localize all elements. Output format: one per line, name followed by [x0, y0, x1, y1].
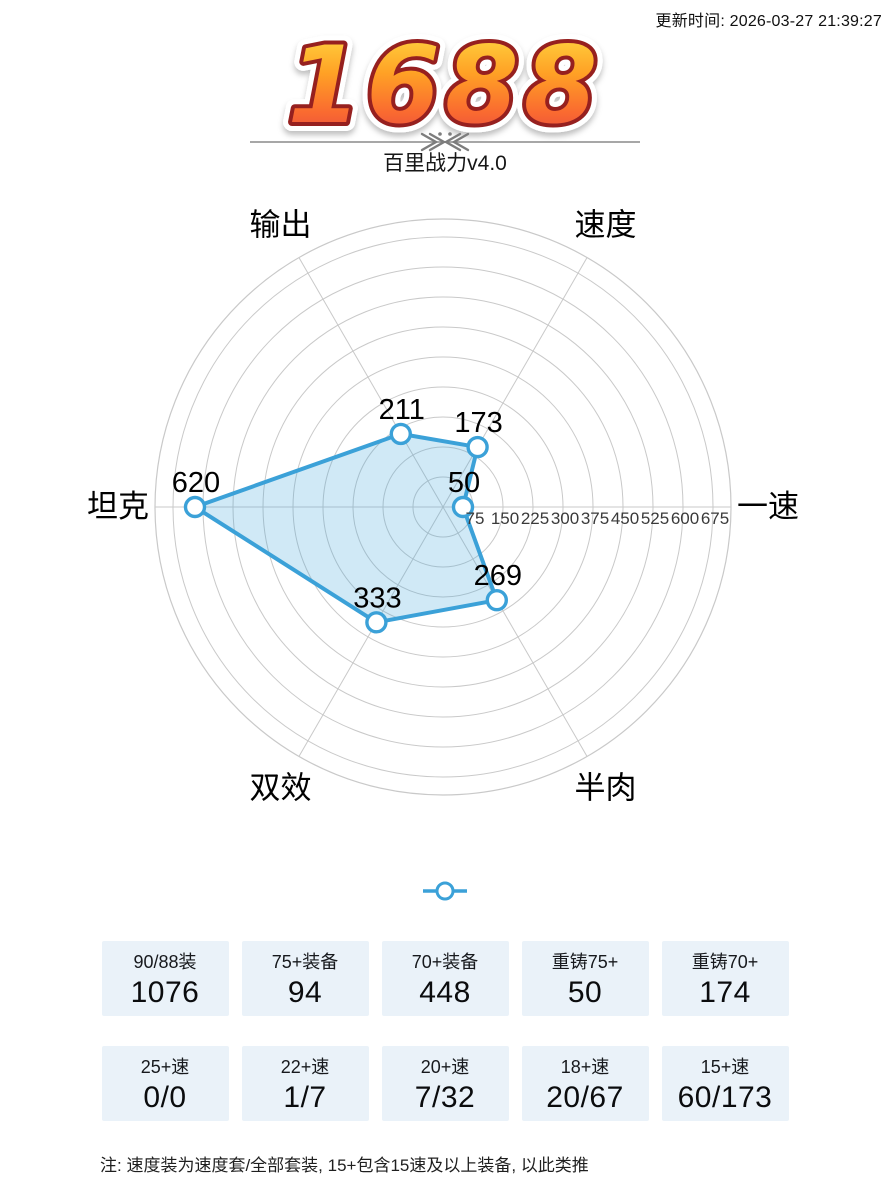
radar-spoke: [442, 257, 588, 508]
stat-label: 15+速: [700, 1056, 750, 1077]
radar-axis-label-速度: 速度: [575, 208, 637, 243]
radar-data-point-速度: [466, 435, 489, 459]
stat-value: 448: [419, 975, 471, 1009]
update-time-text: 更新时间: 2026-03-27 21:39:27: [655, 13, 882, 30]
radar-axis-label-坦克: 坦克: [87, 489, 149, 524]
stat-label: 重铸70+: [691, 951, 759, 972]
stat-label: 90/88装: [133, 951, 197, 972]
radar-data-point-输出: [389, 422, 412, 446]
stat-label: 70+装备: [411, 951, 479, 972]
stat-value: 1076: [130, 975, 200, 1009]
radar-data-point-半肉: [485, 588, 508, 612]
radar-chart: 75 150 225 300 375 450 525 600 675 50 173 211 620 333…: [87, 208, 799, 806]
radar-value-label: 50: [448, 467, 480, 499]
radar-tick-label: 75: [466, 509, 485, 528]
stat-box: 22+速 1/7: [241, 1046, 369, 1121]
stat-box: 70+装备 448: [381, 941, 509, 1016]
stat-value: 0/0: [143, 1080, 187, 1114]
logo-text: 1688: [287, 24, 602, 147]
stats-row-equipment: 90/88装 1076 75+装备 94 70+装备 448 重铸75+ 50 重铸70+ 174: [101, 941, 789, 1016]
radar-tick-label: 150: [491, 509, 519, 528]
radar-tick-label: 675: [701, 509, 729, 528]
stat-label: 18+速: [560, 1056, 610, 1077]
radar-value-label: 173: [454, 407, 502, 439]
stats-row-speed: 25+速 0/0 22+速 1/7 20+速 7/32 18+速 20/67 15+速 60/17…: [101, 1046, 789, 1121]
radar-tick-label: 225: [521, 509, 549, 528]
radar-axis-label-输出: 输出: [250, 208, 312, 243]
stat-label: 重铸75+: [551, 951, 619, 972]
logo-1688: 1688 1688 1688: [278, 20, 606, 152]
chart-legend: [423, 881, 467, 901]
stat-box: 重铸75+ 50: [521, 941, 649, 1016]
stat-box: 18+速 20/67: [521, 1046, 649, 1121]
radar-data-point-一速: [451, 495, 475, 519]
stat-value: 20/67: [546, 1080, 624, 1114]
stat-value: 1/7: [283, 1080, 327, 1114]
radar-data-point-坦克: [183, 495, 207, 519]
stat-label: 20+速: [420, 1056, 470, 1077]
stat-value: 60/173: [677, 1080, 773, 1114]
footnote: 注: 速度装为速度套/全部套装, 15+包含15速及以上装备, 以此类推: [100, 1156, 589, 1175]
radar-tick-label: 375: [581, 509, 609, 528]
page-subtitle: 百里战力v4.0: [383, 152, 507, 175]
bowtie-ornament-icon: [420, 132, 470, 152]
stat-label: 25+速: [140, 1056, 190, 1077]
radar-tick-label: 450: [611, 509, 639, 528]
stat-value: 174: [699, 975, 751, 1009]
radar-axis-label-半肉: 半肉: [575, 770, 637, 805]
divider-ornament: [250, 132, 640, 152]
stat-box: 90/88装 1076: [101, 941, 229, 1016]
radar-value-label: 211: [379, 394, 425, 426]
stat-value: 7/32: [414, 1080, 476, 1114]
radar-axis-label-双效: 双效: [250, 770, 312, 805]
radar-value-label: 269: [474, 560, 522, 592]
stat-value: 50: [567, 975, 603, 1009]
stat-box: 重铸70+ 174: [661, 941, 789, 1016]
stat-label: 75+装备: [271, 951, 339, 972]
stat-label: 22+速: [280, 1056, 330, 1077]
radar-axis-label-一速: 一速: [737, 489, 799, 524]
legend-marker-icon: [435, 881, 455, 901]
radar-tick-label: 600: [671, 509, 699, 528]
stat-box: 15+速 60/173: [661, 1046, 789, 1121]
radar-spoke: [298, 257, 444, 508]
radar-tick-label: 525: [641, 509, 669, 528]
radar-spoke: [442, 506, 588, 757]
radar-data-polygon: [193, 431, 499, 625]
logo-text-outline: 1688: [287, 24, 602, 147]
logo-text-outer-stroke: 1688: [287, 24, 602, 147]
stat-value: 94: [287, 975, 323, 1009]
stat-box: 75+装备 94: [241, 941, 369, 1016]
radar-tick-label: 300: [551, 509, 579, 528]
radar-value-label: 620: [172, 467, 220, 499]
stats-section: 90/88装 1076 75+装备 94 70+装备 448 重铸75+ 50 重铸70+ 174…: [0, 941, 890, 1121]
stat-box: 25+速 0/0: [101, 1046, 229, 1121]
radar-data-point-双效: [365, 611, 388, 634]
stat-box: 20+速 7/32: [381, 1046, 509, 1121]
radar-value-label: 333: [353, 582, 401, 614]
